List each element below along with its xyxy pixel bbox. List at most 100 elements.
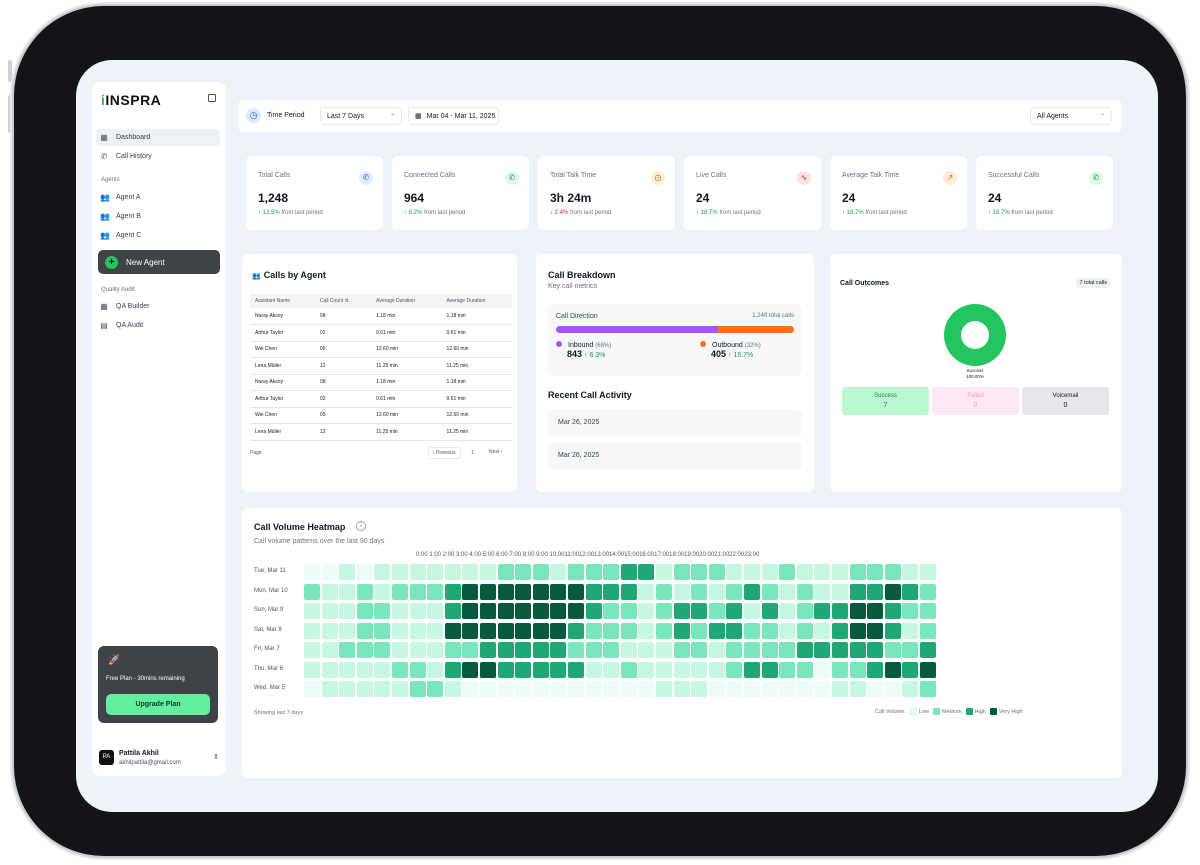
heatmap-cell[interactable]: [920, 564, 936, 580]
heatmap-cell[interactable]: [568, 583, 584, 600]
heatmap-cell[interactable]: [726, 603, 743, 619]
heatmap-cell[interactable]: [444, 642, 461, 658]
heatmap-cell[interactable]: [867, 681, 884, 697]
heatmap-cell[interactable]: [339, 661, 356, 678]
heatmap-cell[interactable]: [620, 622, 637, 639]
heatmap-cell[interactable]: [849, 642, 866, 658]
heatmap-cell[interactable]: [779, 564, 796, 580]
heatmap-cell[interactable]: [444, 661, 461, 678]
heatmap-cell[interactable]: [814, 564, 831, 580]
table-row[interactable]: Arthur Taylor 02 0.61 min 0.61 min: [250, 324, 512, 342]
heatmap-cell[interactable]: [638, 603, 655, 619]
heatmap-cell[interactable]: [568, 603, 584, 619]
heatmap-cell[interactable]: [585, 583, 602, 600]
heatmap-cell[interactable]: [532, 622, 549, 639]
heatmap-cell[interactable]: [356, 642, 373, 658]
heatmap-cell[interactable]: [585, 681, 602, 697]
previous-page-button[interactable]: ‹ Previous: [428, 447, 461, 459]
heatmap-cell[interactable]: [356, 583, 373, 600]
info-icon[interactable]: i: [356, 521, 366, 531]
column-header[interactable]: Call Count ⇅: [314, 294, 372, 308]
heatmap-cell[interactable]: [849, 661, 866, 678]
heatmap-cell[interactable]: [884, 603, 901, 619]
heatmap-cell[interactable]: [409, 603, 426, 619]
heatmap-cell[interactable]: [462, 564, 479, 580]
heatmap-cell[interactable]: [884, 681, 901, 697]
heatmap-cell[interactable]: [480, 564, 496, 580]
heatmap-cell[interactable]: [409, 642, 426, 658]
heatmap-cell[interactable]: [867, 564, 884, 580]
heatmap-cell[interactable]: [708, 564, 725, 580]
agent-filter-select[interactable]: All Agents ⌃: [1030, 107, 1112, 125]
heatmap-cell[interactable]: [796, 564, 813, 580]
heatmap-cell[interactable]: [867, 603, 884, 619]
table-row[interactable]: Lena Müller 12 11.25 min 11.25 min: [250, 423, 512, 441]
heatmap-cell[interactable]: [761, 583, 778, 600]
outcome-success[interactable]: Success 7: [842, 387, 929, 415]
sidebar-item-agent-c[interactable]: 👥 Agent C: [96, 227, 220, 244]
next-page-button[interactable]: Next ›: [489, 449, 503, 455]
heatmap-cell[interactable]: [374, 603, 391, 619]
heatmap-cell[interactable]: [321, 642, 338, 658]
heatmap-cell[interactable]: [691, 661, 708, 678]
heatmap-cell[interactable]: [920, 622, 936, 639]
heatmap-cell[interactable]: [427, 642, 444, 658]
heatmap-cell[interactable]: [374, 564, 391, 580]
heatmap-cell[interactable]: [673, 661, 690, 678]
heatmap-cell[interactable]: [304, 603, 320, 619]
heatmap-cell[interactable]: [444, 681, 461, 697]
heatmap-cell[interactable]: [796, 622, 813, 639]
heatmap-cell[interactable]: [550, 661, 567, 678]
user-profile[interactable]: PA Pattila Akhil akhilpattila@gmail.com …: [98, 746, 222, 770]
heatmap-cell[interactable]: [339, 583, 356, 600]
heatmap-cell[interactable]: [356, 603, 373, 619]
sidebar-item-agent-b[interactable]: 👥 Agent B: [96, 208, 220, 225]
heatmap-cell[interactable]: [427, 564, 444, 580]
heatmap-cell[interactable]: [532, 564, 549, 580]
heatmap-cell[interactable]: [673, 564, 690, 580]
heatmap-cell[interactable]: [638, 564, 655, 580]
heatmap-cell[interactable]: [515, 622, 532, 639]
heatmap-cell[interactable]: [603, 642, 620, 658]
heatmap-cell[interactable]: [849, 564, 866, 580]
heatmap-cell[interactable]: [796, 642, 813, 658]
heatmap-cell[interactable]: [867, 661, 884, 678]
heatmap-cell[interactable]: [497, 622, 514, 639]
heatmap-cell[interactable]: [374, 681, 391, 697]
heatmap-cell[interactable]: [515, 681, 532, 697]
heatmap-cell[interactable]: [339, 642, 356, 658]
heatmap-cell[interactable]: [392, 564, 408, 580]
heatmap-cell[interactable]: [515, 661, 532, 678]
heatmap-cell[interactable]: [691, 681, 708, 697]
heatmap-cell[interactable]: [568, 622, 584, 639]
heatmap-cell[interactable]: [462, 661, 479, 678]
heatmap-cell[interactable]: [585, 564, 602, 580]
heatmap-cell[interactable]: [814, 583, 831, 600]
heatmap-cell[interactable]: [356, 681, 373, 697]
heatmap-cell[interactable]: [673, 583, 690, 600]
heatmap-cell[interactable]: [532, 642, 549, 658]
heatmap-cell[interactable]: [761, 603, 778, 619]
heatmap-cell[interactable]: [304, 661, 320, 678]
column-header[interactable]: Average Duration: [441, 294, 512, 308]
heatmap-cell[interactable]: [849, 583, 866, 600]
heatmap-cell[interactable]: [779, 661, 796, 678]
heatmap-cell[interactable]: [814, 642, 831, 658]
sidebar-item-qa-audit[interactable]: ▤ QA Audit: [96, 317, 220, 334]
heatmap-cell[interactable]: [779, 642, 796, 658]
heatmap-cell[interactable]: [708, 583, 725, 600]
table-row[interactable]: Arthur Taylor 02 0.61 min 0.61 min: [250, 390, 512, 408]
heatmap-cell[interactable]: [814, 661, 831, 678]
heatmap-cell[interactable]: [691, 564, 708, 580]
heatmap-cell[interactable]: [620, 681, 637, 697]
heatmap-cell[interactable]: [761, 564, 778, 580]
heatmap-cell[interactable]: [480, 681, 496, 697]
heatmap-cell[interactable]: [691, 622, 708, 639]
heatmap-cell[interactable]: [515, 564, 532, 580]
heatmap-cell[interactable]: [708, 681, 725, 697]
period-select[interactable]: Last 7 Days ⌃: [320, 107, 402, 125]
heatmap-cell[interactable]: [603, 583, 620, 600]
recent-activity-item[interactable]: Mar 26, 2025: [548, 443, 802, 469]
heatmap-cell[interactable]: [444, 622, 461, 639]
heatmap-cell[interactable]: [603, 564, 620, 580]
